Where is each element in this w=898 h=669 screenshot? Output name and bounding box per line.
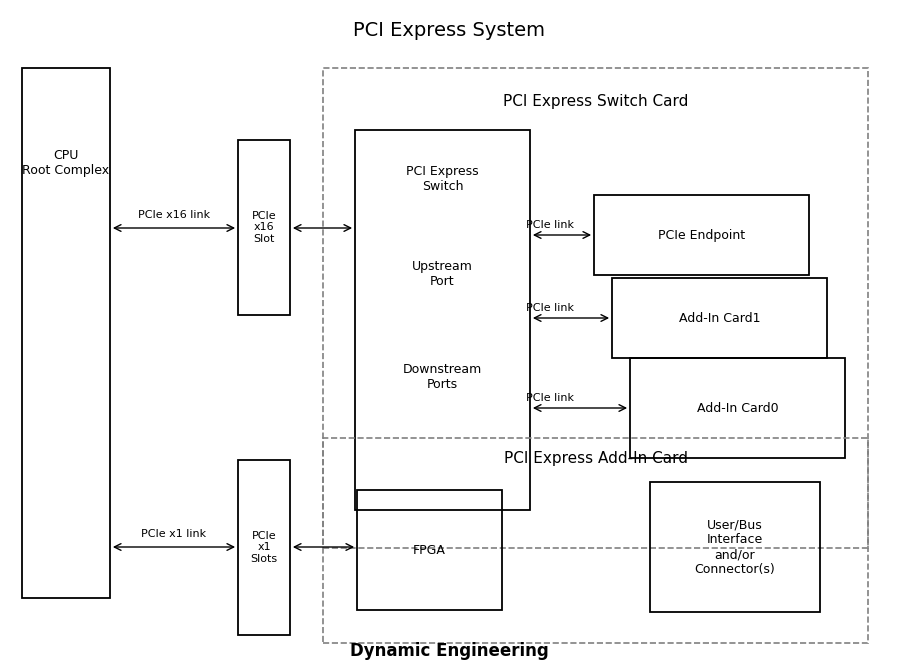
Text: PCIe
x16
Slot: PCIe x16 Slot (251, 211, 277, 244)
Bar (612, 278, 827, 358)
Text: PCIe link: PCIe link (526, 393, 574, 403)
Text: PCIe link: PCIe link (526, 220, 574, 230)
Text: PCIe
x1
Slots: PCIe x1 Slots (251, 531, 277, 564)
Text: PCI Express
Switch: PCI Express Switch (406, 165, 479, 193)
Text: PCI Express Add-In Card: PCI Express Add-In Card (504, 451, 688, 466)
Text: Add-In Card0: Add-In Card0 (697, 401, 779, 415)
Bar (238, 460, 290, 635)
Text: PCIe x1 link: PCIe x1 link (142, 529, 207, 539)
Text: Upstream
Port: Upstream Port (412, 260, 473, 288)
Bar (630, 358, 845, 458)
Bar (650, 482, 820, 612)
Text: Add-In Card1: Add-In Card1 (679, 312, 761, 324)
Bar (323, 438, 868, 643)
Text: PCI Express System: PCI Express System (353, 21, 545, 39)
Bar (22, 68, 110, 598)
Text: CPU
Root Complex: CPU Root Complex (22, 149, 110, 177)
Text: PCIe link: PCIe link (526, 303, 574, 313)
Bar (238, 140, 290, 315)
Text: PCIe Endpoint: PCIe Endpoint (658, 229, 745, 242)
Text: Downstream
Ports: Downstream Ports (403, 363, 482, 391)
Text: User/Bus
Interface
and/or
Connector(s): User/Bus Interface and/or Connector(s) (695, 518, 775, 576)
Text: PCI Express Switch Card: PCI Express Switch Card (503, 94, 688, 109)
Text: FPGA: FPGA (413, 543, 446, 557)
Text: PCIe x16 link: PCIe x16 link (138, 210, 210, 220)
Bar (594, 195, 809, 275)
Text: Dynamic Engineering: Dynamic Engineering (349, 642, 549, 660)
Bar (323, 68, 868, 548)
Bar (355, 130, 530, 510)
Bar (357, 490, 502, 610)
